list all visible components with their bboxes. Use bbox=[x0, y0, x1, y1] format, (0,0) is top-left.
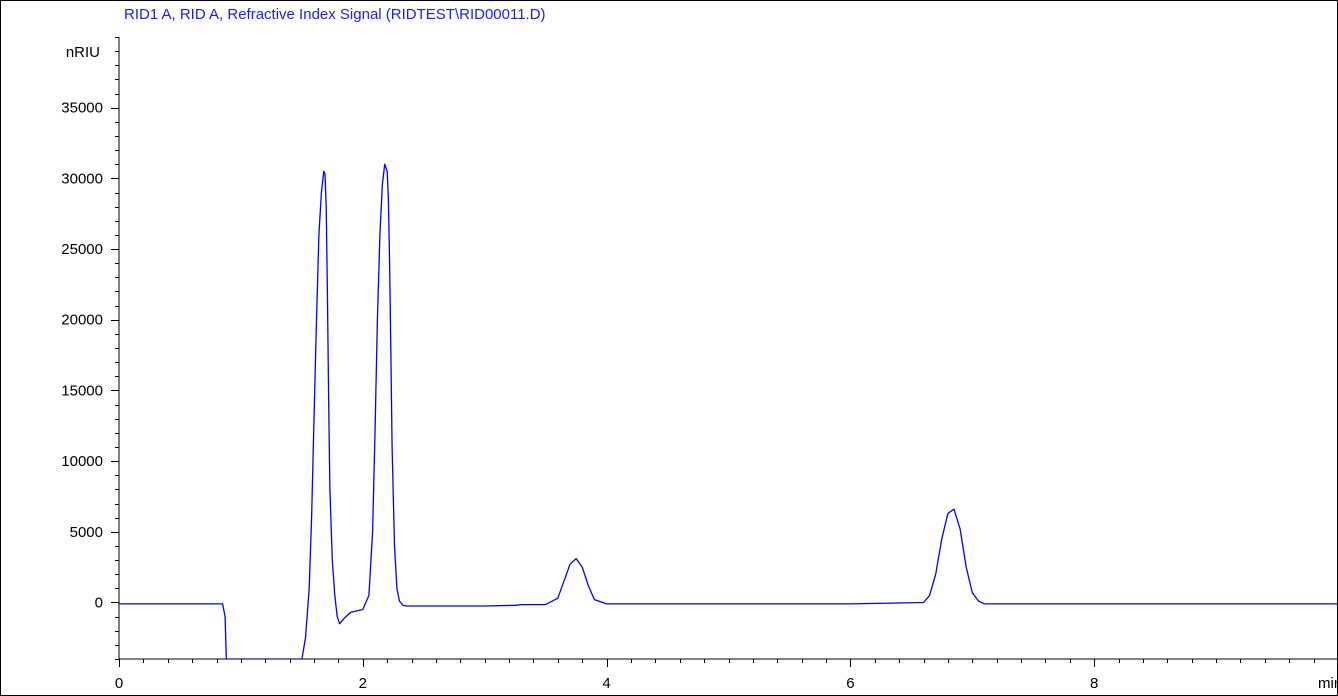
x-tick-label: 2 bbox=[359, 675, 367, 692]
y-tick-label: 35000 bbox=[61, 100, 103, 117]
x-tick-label: 6 bbox=[846, 675, 854, 692]
y-axis-label: nRIU bbox=[66, 44, 100, 61]
y-tick-label: 15000 bbox=[61, 382, 103, 399]
y-tick-label: 10000 bbox=[61, 453, 103, 470]
y-tick-label: 20000 bbox=[61, 312, 103, 329]
x-tick-label: 8 bbox=[1090, 675, 1098, 692]
plot-area bbox=[119, 163, 1338, 659]
chart-title: RID1 A, RID A, Refractive Index Signal (… bbox=[124, 6, 546, 23]
y-tick-label: 25000 bbox=[61, 241, 103, 258]
x-axis-label: min bbox=[1318, 675, 1338, 692]
x-tick-label: 4 bbox=[602, 675, 610, 692]
x-axis-ticks: 0 2 4 6 8 bbox=[115, 659, 1315, 692]
y-tick-label: 30000 bbox=[61, 170, 103, 187]
x-tick-label: 0 bbox=[115, 675, 123, 692]
y-axis-ticks: 0 5000 10000 15000 20000 25000 30000 35000 bbox=[61, 37, 119, 660]
y-tick-label: 5000 bbox=[70, 524, 103, 541]
signal-trace-line bbox=[119, 163, 1338, 659]
y-tick-label: 0 bbox=[95, 594, 103, 611]
